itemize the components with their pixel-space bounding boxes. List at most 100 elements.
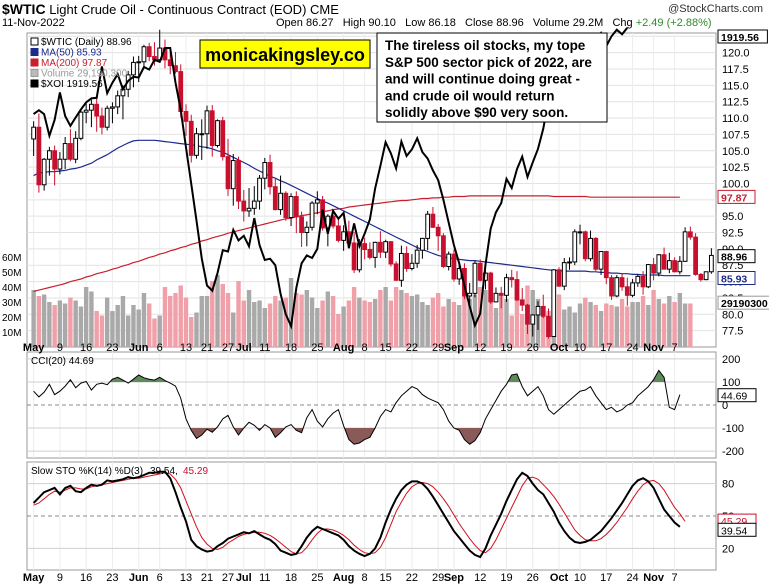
x-tick-label: 11 <box>259 572 270 584</box>
volume-bar <box>110 311 115 347</box>
volume-bar <box>236 281 241 347</box>
candle-body <box>593 237 599 270</box>
x-tick-label: 25 <box>311 342 323 354</box>
volume-bar <box>52 305 57 347</box>
volume-bar <box>682 303 688 347</box>
price-tick-label: 105.0 <box>722 146 750 158</box>
candle-body <box>703 271 709 281</box>
candle-body <box>619 277 625 288</box>
candle-body <box>267 162 273 188</box>
candle-body <box>251 200 257 209</box>
volume-bar <box>425 305 430 347</box>
x-tick-label: 16 <box>80 572 92 584</box>
volume-bar <box>178 285 183 347</box>
candle-body <box>257 177 262 202</box>
volume-bar <box>131 305 136 347</box>
price-tick-label: 102.5 <box>722 162 750 174</box>
volume-bar <box>435 293 441 347</box>
volume-bar <box>388 300 394 347</box>
sto-k-last-label: 39.54 <box>721 525 747 537</box>
candle-body <box>52 150 58 170</box>
volume-bar <box>252 302 257 347</box>
candle-body <box>73 137 79 160</box>
annotations: monicakingsley.co The tireless oil stocks… <box>199 32 608 123</box>
volume-bar <box>393 287 399 347</box>
x-tick-label: 25 <box>311 572 323 584</box>
price-tick-label: 100.0 <box>722 178 750 190</box>
candle-body <box>441 235 446 268</box>
volume-bar <box>604 303 609 347</box>
volume-bar <box>336 314 341 347</box>
candle-body <box>498 292 504 296</box>
candle-body <box>246 207 252 212</box>
x-tick-label: Jul <box>236 572 252 584</box>
cci-legend: CCI(20) 44.69 <box>31 356 94 367</box>
volume-bar <box>409 296 415 347</box>
candle-body <box>630 282 635 296</box>
watermark-text: monicakingsley.co <box>205 45 365 65</box>
volume-bar <box>661 303 667 347</box>
candle-body <box>225 156 231 190</box>
volume-bar <box>630 302 635 347</box>
volume-bar <box>646 305 651 347</box>
candle-body <box>341 231 346 241</box>
annotation-line: The tireless oil stocks, my tope <box>385 38 586 53</box>
volume-bar <box>304 290 310 347</box>
legend-swatch <box>30 69 39 77</box>
sto-k-line <box>32 470 681 559</box>
candle-body <box>567 261 572 264</box>
x-tick-label: Oct <box>550 342 569 354</box>
candle-body <box>262 162 268 179</box>
candle-body <box>188 120 194 156</box>
x-tick-label: Jun <box>129 342 149 354</box>
volume-bar <box>346 300 352 347</box>
volume-bar <box>378 290 383 347</box>
volume-bar <box>619 299 625 347</box>
source-credit[interactable]: @StockCharts.com <box>668 3 763 15</box>
volume-bar <box>94 311 99 347</box>
cci-tick-label: -200 <box>722 446 744 458</box>
cci-overbought-fill <box>68 370 665 382</box>
price-last-label: 88.96 <box>721 252 747 264</box>
volume-bar <box>189 317 194 347</box>
watermark-box <box>199 39 371 69</box>
volume-tick-label: 60M <box>2 253 21 264</box>
candle-body <box>204 110 210 135</box>
volume-tick-label: 40M <box>2 283 21 294</box>
volume-bar <box>383 287 388 347</box>
candle-body <box>493 292 499 303</box>
volume-bar <box>367 302 373 347</box>
volume-bar <box>441 306 446 347</box>
x-tick-label: 8 <box>362 342 368 354</box>
volume-bar <box>504 299 509 347</box>
candle-body <box>78 111 84 139</box>
volume-bar <box>656 299 662 347</box>
candle-body <box>278 192 283 211</box>
volume-bar <box>541 314 546 347</box>
xoi-line <box>33 27 629 330</box>
candle-body <box>540 305 546 317</box>
candle-body <box>698 273 704 281</box>
candle-body <box>367 249 373 258</box>
price-tick-label: 115.0 <box>722 80 749 92</box>
volume-bar <box>57 300 63 347</box>
candle-body <box>194 133 199 156</box>
candle-body <box>603 250 609 279</box>
candle-body <box>672 260 677 273</box>
volume-bar <box>420 302 425 347</box>
x-tick-label: 29 <box>432 572 444 584</box>
legend-entry: $WTIC (Daily) 88.96 <box>41 37 132 48</box>
volume-bar <box>210 281 215 347</box>
ma50-last-label: 85.93 <box>721 273 747 285</box>
legend-entry: MA(200) 97.87 <box>41 58 108 69</box>
legend-swatch <box>30 58 39 67</box>
candle-body <box>283 192 289 218</box>
candle-body <box>682 231 688 262</box>
candle-body <box>640 275 646 288</box>
x-tick-label: 21 <box>201 572 213 584</box>
volume-bar <box>299 294 304 347</box>
chg-label: Chg <box>612 17 633 29</box>
candle-body <box>209 110 215 147</box>
candle-body <box>104 107 110 128</box>
volume-bar <box>493 308 499 347</box>
